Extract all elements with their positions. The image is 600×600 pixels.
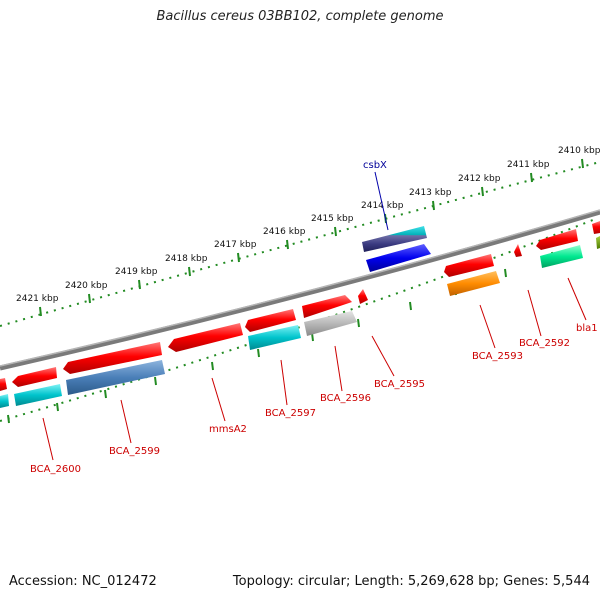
ruler-label: 2420 kbp	[65, 281, 108, 291]
ruler-tick	[237, 252, 240, 263]
gene-arrow-bca-2593[interactable]	[444, 254, 494, 277]
gene-arrow-inner-bca-2592[interactable]	[540, 245, 583, 268]
gene-label-bca-2597: BCA_2597	[265, 408, 316, 419]
inner-tick	[257, 348, 260, 358]
ruler-tick	[286, 239, 289, 250]
leader-bla1	[567, 277, 587, 321]
leader-bca-2600	[42, 417, 54, 461]
ruler-label: 2417 kbp	[214, 240, 257, 250]
inner-tick	[211, 361, 214, 371]
gene-arrow-csbx[interactable]	[366, 244, 431, 272]
gene-arrow-bla1-upper[interactable]	[536, 229, 578, 250]
gene-arrow-inner-bca-2599[interactable]	[66, 360, 165, 395]
leader-bca-2595	[371, 335, 395, 377]
inner-tick	[357, 318, 360, 328]
gene-arrow-inner-bca-2600[interactable]	[14, 384, 62, 406]
reverse-strand-genes	[0, 236, 600, 408]
gene-arrow-inner-bca-2597[interactable]	[248, 325, 301, 350]
inner-tick	[504, 268, 507, 278]
gene-label-bca-2599: BCA_2599	[109, 446, 160, 457]
gene-label-bca-2593: BCA_2593	[472, 351, 523, 362]
gene-label-bla1: bla1	[576, 323, 598, 334]
inner-tick	[154, 376, 157, 386]
genome-backbone	[0, 209, 600, 371]
inner-tick	[56, 402, 59, 412]
accession-text: Accession: NC_012472	[9, 574, 157, 589]
ruler-tick	[39, 306, 42, 317]
label-leaders	[42, 171, 587, 461]
gene-labels: csbX bla1 BCA_2592 BCA_2593 BCA_2595 BCA…	[30, 160, 598, 475]
ruler-label: 2421 kbp	[16, 294, 59, 304]
ruler-tick	[530, 172, 533, 183]
gene-label-mmsa2: mmsA2	[209, 424, 247, 435]
gene-label-bca-2596: BCA_2596	[320, 393, 371, 404]
gene-arrow-bca-2599[interactable]	[63, 342, 162, 374]
gene-arrow-bca-2597[interactable]	[245, 309, 296, 332]
gene-label-csbx: csbX	[363, 160, 387, 171]
gene-arrow-bca-2600[interactable]	[12, 367, 57, 387]
ruler-label: 2419 kbp	[115, 267, 158, 277]
leader-bca-2596	[334, 345, 343, 392]
map-title: Bacillus cereus 03BB102, complete genome	[156, 9, 444, 24]
gene-label-bca-2600: BCA_2600	[30, 464, 81, 475]
leader-mmsa2	[211, 377, 226, 422]
gene-arrow-inner-bca-2593[interactable]	[447, 271, 500, 296]
ruler-label: 2418 kbp	[165, 254, 208, 264]
leader-bca-2592	[527, 289, 542, 337]
inner-tick	[7, 414, 10, 424]
ruler-tick	[138, 279, 141, 290]
ruler-label: 2410 kbp	[558, 146, 600, 156]
leader-bca-2593	[479, 304, 496, 349]
ruler-tick	[88, 293, 91, 304]
ruler-tick	[334, 226, 337, 237]
leader-bca-2597	[280, 359, 288, 406]
inner-dotted-arc	[0, 217, 599, 422]
inner-tick	[409, 301, 412, 311]
leader-bca-2599	[120, 399, 132, 444]
ruler-tick	[581, 158, 584, 169]
gene-label-bca-2592: BCA_2592	[519, 338, 570, 349]
ruler-label: 2415 kbp	[311, 214, 354, 224]
gene-arrow-bca-2592[interactable]	[514, 244, 522, 257]
ruler-label: 2416 kbp	[263, 227, 306, 237]
ruler-tick	[432, 200, 435, 211]
leader-csbx	[374, 171, 389, 231]
genome-backbone-highlight	[0, 209, 600, 367]
gene-arrow-inner-bca-2596[interactable]	[304, 311, 357, 336]
gene-arrow-bca-2596[interactable]	[302, 295, 352, 318]
gene-arrow-bca-2595[interactable]	[358, 289, 368, 304]
ruler-label: 2411 kbp	[507, 160, 550, 170]
gene-arrow-edge-red[interactable]	[592, 221, 600, 234]
inner-tick	[104, 389, 107, 399]
ruler-tick	[481, 186, 484, 197]
topology-text: Topology: circular; Length: 5,269,628 bp…	[232, 574, 590, 589]
gene-arrow-mmsa2[interactable]	[168, 323, 243, 352]
ruler-label: 2413 kbp	[409, 188, 452, 198]
forward-strand-genes	[0, 221, 600, 391]
ruler-major-ticks	[39, 158, 584, 317]
ruler-tick	[188, 266, 191, 277]
gene-label-bca-2595: BCA_2595	[374, 379, 425, 390]
gene-arrow-csbx-tail[interactable]	[362, 226, 427, 252]
ruler-label: 2412 kbp	[458, 174, 501, 184]
gene-arrow-far-left[interactable]	[0, 378, 7, 391]
gene-arrow-inner-edge[interactable]	[0, 394, 9, 408]
gene-arrow-inner-edge-olive[interactable]	[596, 236, 600, 249]
